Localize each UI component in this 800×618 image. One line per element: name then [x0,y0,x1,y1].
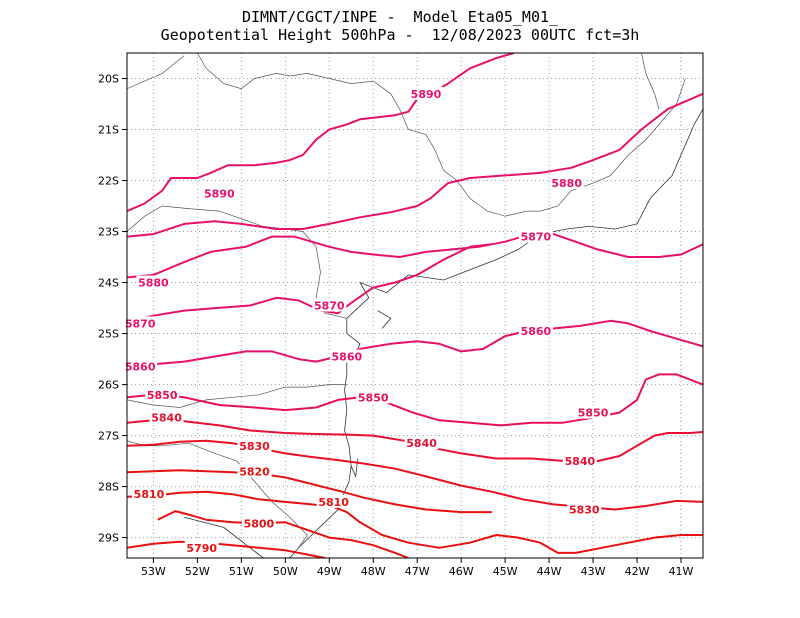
coastline [359,108,703,294]
contour-label-5840: 5840 [151,412,182,425]
coastline [289,282,370,558]
contour-label-5810: 5810 [318,496,349,509]
lon-tick-label: 46W [449,565,474,578]
contour-label-5800: 5800 [244,517,275,530]
state-border [197,53,686,217]
contour-label-5830: 5830 [239,440,270,453]
contour-label-5790: 5790 [186,542,217,555]
contour-label-bg [237,438,272,452]
contour-label-5850: 5850 [358,391,389,404]
contour-label-5830: 5830 [569,504,600,517]
coastline [350,458,359,478]
contour-5840 [127,419,703,463]
contour-5810 [127,490,703,554]
contour-label-bg [567,502,602,516]
lon-tick-label: 51W [229,565,254,578]
geography [127,53,703,558]
contour-labels: 5890 5890 5880 5880 5870 5870 5870 5860 5860 5860… [123,86,611,555]
contour-label-bg [356,390,391,404]
contour-label-bg [329,349,364,363]
lon-tick-label: 42W [625,565,650,578]
contour-5830 [127,439,703,511]
contour-label-bg [518,324,553,338]
contour-label-bg [518,229,553,243]
contour-label-bg [131,487,166,501]
contour-label-5880: 5880 [138,277,169,290]
lat-tick-label: 21S [98,124,119,137]
lat-tick-label: 26S [98,379,119,392]
lat-tick-label: 29S [98,532,119,545]
contour-label-bg [184,540,219,554]
lat-tick-label: 20S [98,73,119,86]
lon-tick-label: 41W [669,565,694,578]
contour-label-5880: 5880 [551,177,582,190]
lon-tick-label: 50W [273,565,298,578]
contour-label-5840: 5840 [406,437,437,450]
contour-5860 [127,319,703,371]
state-border [127,384,347,408]
contour-5800 [157,510,409,558]
lon-tick-label: 53W [141,565,166,578]
contour-label-bg [404,436,439,450]
title-line-1: DIMNT/CGCT/INPE - Model Eta05_M01_ [241,8,559,26]
lon-tick-label: 45W [493,565,518,578]
contour-5820 [127,469,492,514]
contour-label-bg [316,494,351,508]
contour-label-5890: 5890 [411,88,442,101]
plot-frame [126,52,704,559]
lon-tick-label: 52W [185,565,210,578]
contour-label-5860: 5860 [521,325,552,338]
lat-tick-label: 25S [98,328,119,341]
contour-label-5860: 5860 [332,351,363,364]
state-border [127,440,308,548]
lon-tick-label: 48W [361,565,386,578]
state-border [641,53,660,110]
contour-label-bg [149,410,184,424]
lon-tick-label: 47W [405,565,430,578]
contour-label-bg [202,186,237,200]
contour-label-bg [123,316,158,330]
contour-label-5820: 5820 [239,465,270,478]
contour-5850 [127,373,703,427]
contour-label-bg [145,387,180,401]
contour-5880 [127,92,703,238]
grid-lines [127,53,703,558]
contour-label-bg [237,464,272,478]
lat-tick-label: 22S [98,175,119,188]
contour-label-5870: 5870 [521,231,552,244]
lon-tick-label: 44W [537,565,562,578]
contour-label-bg [312,298,347,312]
contour-5870 [127,233,703,279]
contour-label-5840: 5840 [565,455,596,468]
contour-label-5860: 5860 [125,361,156,374]
contour-label-5810: 5810 [134,488,165,501]
axes: 53W 52W 51W 50W 49W 48W 47W 46W 45W 44W 43W 42W 41W 2… [98,73,694,578]
lon-tick-label: 49W [317,565,342,578]
contour-label-bg [123,359,158,373]
contour-label-5850: 5850 [147,389,178,402]
lon-tick-label: 43W [581,565,606,578]
contour-label-bg [576,405,611,419]
contour-label-bg [136,275,171,289]
title-line-2: Geopotential Height 500hPa - 12/08/2023 … [160,26,640,44]
contour-label-5890: 5890 [204,187,235,200]
contour-label-bg [408,86,443,100]
contour-label-5870: 5870 [125,317,156,330]
lat-tick-label: 28S [98,481,119,494]
contour-5870 [127,243,493,322]
coastline [377,310,392,329]
lat-tick-label: 24S [98,277,119,290]
state-border [127,55,185,90]
lat-tick-label: 23S [98,226,119,239]
contour-label-5870: 5870 [314,300,345,313]
coastline [184,516,264,558]
contour-lines [127,53,703,558]
contour-label-bg [549,176,584,190]
contour-5790 [127,540,326,558]
contour-label-bg [241,516,276,530]
contour-label-5850: 5850 [578,407,609,420]
contour-label-bg [562,454,597,468]
lat-tick-label: 27S [98,430,119,443]
